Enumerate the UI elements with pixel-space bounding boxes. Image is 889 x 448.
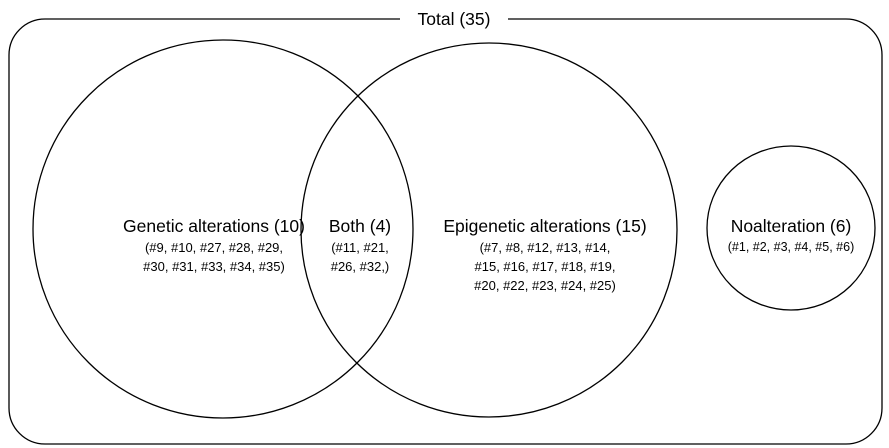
member-line: (#7, #8, #12, #13, #14, — [479, 240, 611, 255]
member-line: (#11, #21, — [331, 240, 389, 255]
member-line: #26, #32,) — [330, 259, 390, 274]
no-alteration-circle — [706, 145, 876, 311]
no-alteration-label: Noalteration (6) — [730, 216, 852, 236]
epigenetic-alterations-members: (#7, #8, #12, #13, #14, #15, #16, #17, #… — [410, 238, 680, 295]
epigenetic-alterations-circle — [300, 42, 678, 418]
member-line: #15, #16, #17, #18, #19, — [474, 259, 616, 274]
total-label: Total (35) — [417, 9, 491, 29]
genetic-alterations-label: Genetic alterations (10) — [123, 216, 305, 236]
both-label: Both (4) — [328, 216, 392, 236]
both-members: (#11, #21, #26, #32,) — [305, 238, 415, 276]
member-line: (#9, #10, #27, #28, #29, — [144, 240, 284, 255]
total-label-background — [400, 6, 508, 32]
genetic-alterations-members: (#9, #10, #27, #28, #29, #30, #31, #33, … — [54, 238, 374, 276]
member-line: #30, #31, #33, #34, #35) — [143, 259, 285, 274]
epigenetic-alterations-label: Epigenetic alterations (15) — [443, 216, 647, 236]
no-alteration-members: (#1, #2, #3, #4, #5, #6) — [701, 238, 881, 257]
genetic-alterations-circle — [32, 39, 414, 419]
member-line: #20, #22, #23, #24, #25) — [474, 278, 616, 293]
member-line: (#1, #2, #3, #4, #5, #6) — [727, 240, 855, 254]
